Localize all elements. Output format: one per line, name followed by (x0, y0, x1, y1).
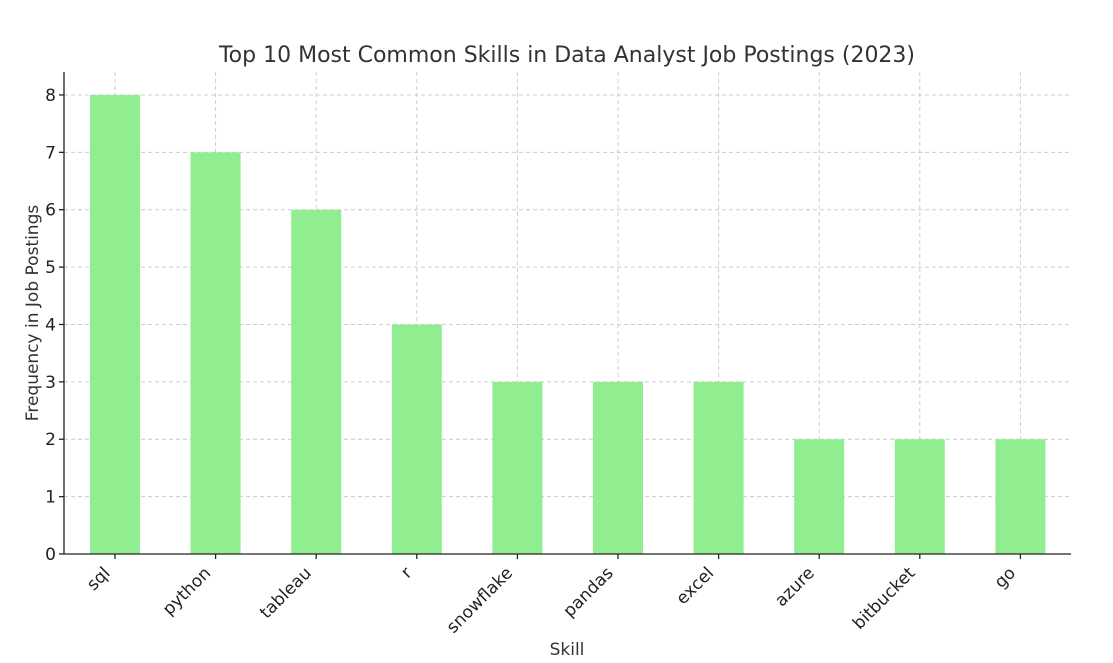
bar-bitbucket (894, 439, 945, 554)
y-tick-label: 7 (45, 143, 56, 163)
chart-title: Top 10 Most Common Skills in Data Analys… (218, 43, 915, 68)
x-tick-label-bitbucket: bitbucket (849, 563, 920, 634)
x-axis-label: Skill (550, 640, 585, 660)
y-tick-label: 0 (45, 545, 56, 565)
bar-tableau (291, 209, 342, 554)
x-tick-label-pandas: pandas (560, 563, 618, 621)
y-ticks: 0 1 2 3 4 5 6 7 8 (45, 86, 64, 565)
x-tick-label-azure: azure (771, 563, 819, 611)
bar-go (995, 439, 1046, 554)
y-axis-label: Frequency in Job Postings (23, 205, 43, 422)
bar-snowflake (492, 381, 543, 554)
x-tick-label-excel: excel (673, 563, 719, 609)
x-tick-label-r: r (397, 563, 416, 582)
y-tick-label: 1 (45, 488, 56, 508)
bar-pandas (593, 381, 643, 554)
x-tick-label-python: python (159, 563, 215, 619)
bar-python (190, 152, 241, 555)
y-tick-label: 4 (45, 315, 56, 335)
x-ticks: sql python tableau r snowflake pandas excel azu… (83, 554, 1022, 637)
x-tick-label-snowflake: snowflake (443, 563, 517, 637)
bar-azure (794, 439, 845, 554)
y-tick-label: 3 (45, 373, 56, 393)
bars-layer (90, 94, 1046, 555)
x-tick-label-go: go (991, 563, 1020, 592)
y-tick-label: 8 (45, 86, 56, 106)
bar-r (391, 324, 442, 554)
bar-sql (90, 94, 140, 554)
y-tick-label: 5 (45, 258, 56, 278)
bar-excel (693, 381, 744, 554)
y-tick-label: 6 (45, 201, 56, 221)
x-tick-label-sql: sql (83, 563, 114, 594)
x-tick-label-tableau: tableau (256, 563, 316, 623)
y-tick-label: 2 (45, 430, 56, 450)
